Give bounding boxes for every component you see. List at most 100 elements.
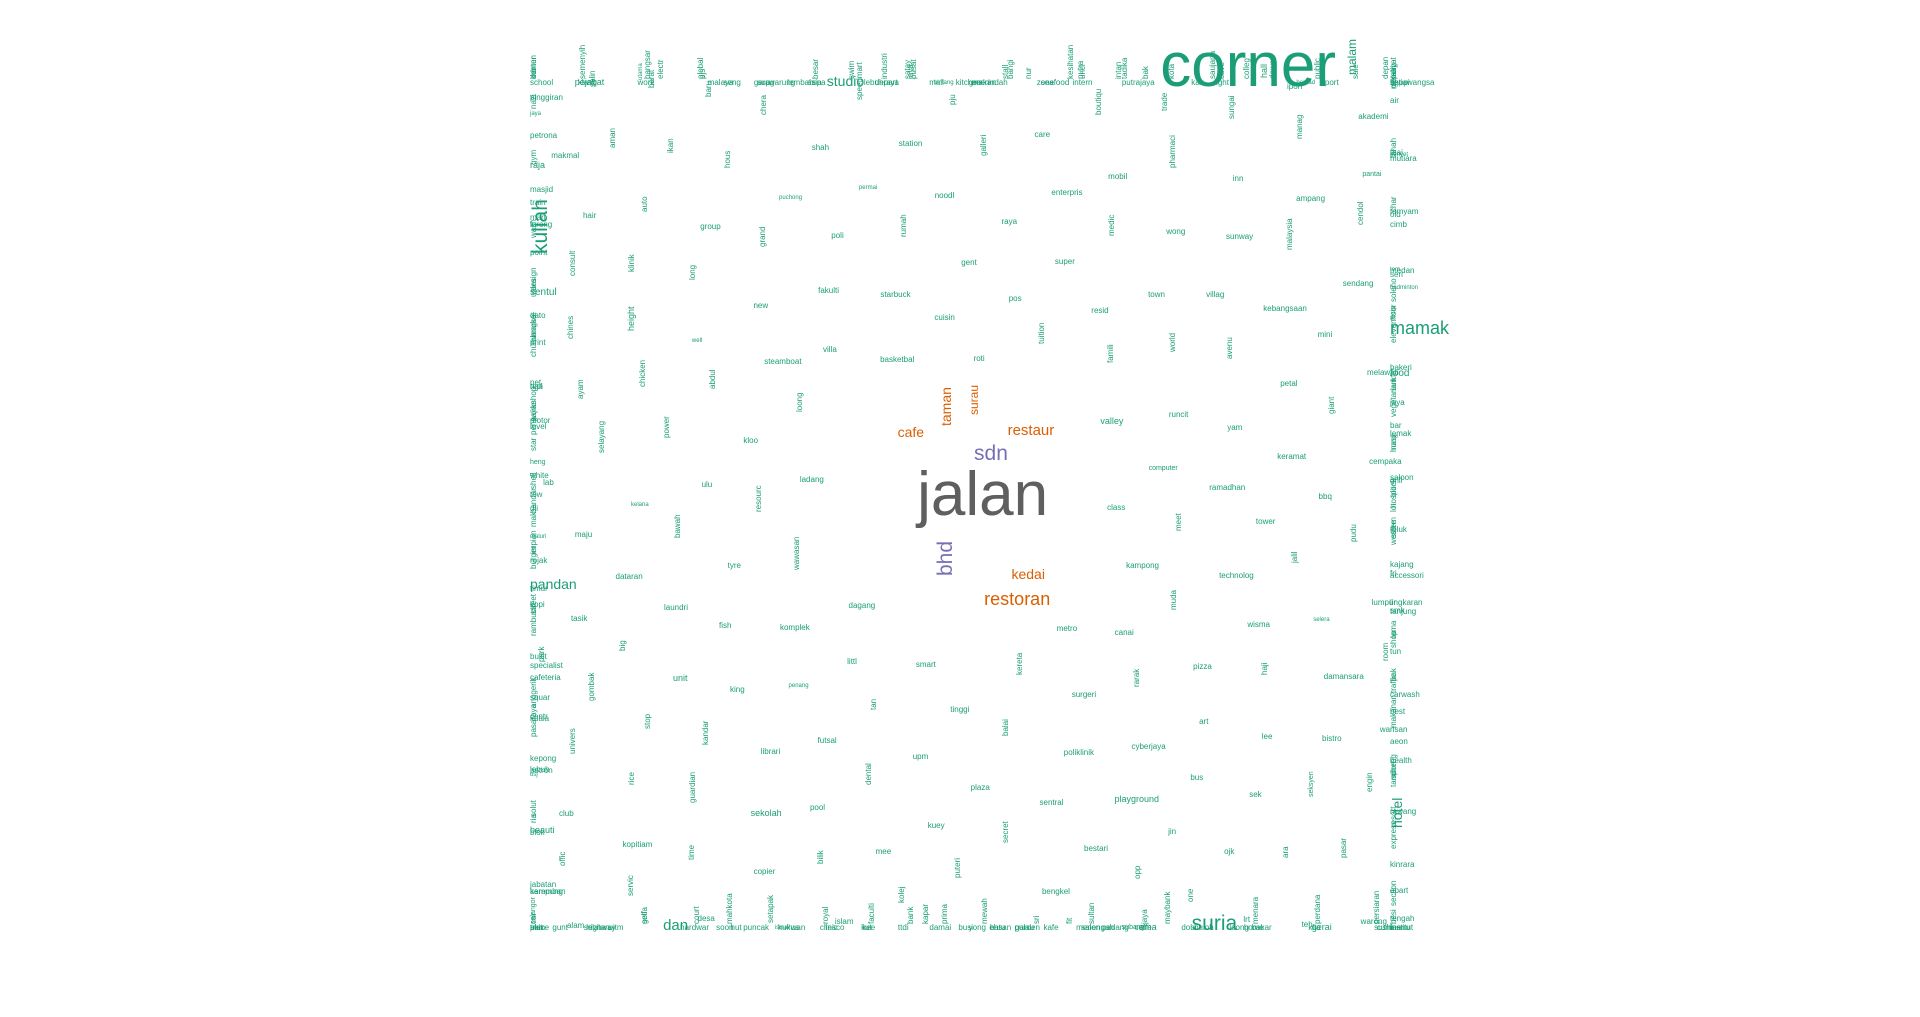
cloud-word: jaya (1390, 397, 1405, 407)
cloud-word: tom (1390, 266, 1401, 273)
cloud-word: golf (639, 910, 649, 924)
cloud-word: teluk (1390, 525, 1407, 535)
cloud-word: tinggi (950, 705, 970, 715)
cloud-word: kopitiam (622, 839, 653, 849)
cloud-word: dobi (1181, 922, 1197, 932)
cloud-word: berhad (1296, 80, 1316, 87)
cloud-word: time (687, 845, 697, 861)
cloud-word: sek (1249, 790, 1262, 800)
cloud-word: institut (1390, 922, 1414, 932)
cloud-word: sentral (1039, 798, 1064, 808)
cloud-word: light (1214, 77, 1229, 87)
cloud-word: persiaran (1371, 890, 1381, 924)
cloud-word: sultan (1087, 902, 1096, 924)
cloud-word: lumpur (1371, 597, 1397, 607)
cloud-word: putrajaya (1121, 77, 1155, 87)
cloud-word: bakeri (1390, 362, 1412, 372)
cloud-word: buloh (1194, 922, 1214, 932)
cloud-word: carwash (1390, 690, 1420, 700)
cloud-word: lrt (1243, 915, 1251, 925)
cloud-word: malaya (707, 77, 734, 87)
cloud-word: menara (1250, 896, 1260, 924)
cloud-word: rhb (529, 67, 538, 79)
cloud-word: sdn (974, 441, 1008, 465)
cloud-word: gerai (1311, 921, 1332, 932)
cloud-word: bintang (933, 80, 954, 87)
cloud-word: point (530, 248, 548, 258)
cloud-word: mutiara (1390, 154, 1417, 164)
cloud-word: desa (697, 914, 715, 924)
cloud-word: dli (530, 504, 539, 514)
cloud-word: kebangsaan (1263, 304, 1307, 314)
cloud-word: pool (809, 803, 826, 812)
cloud-word: penyet (1390, 151, 1409, 158)
cloud-word: ipoh (1287, 82, 1303, 92)
cloud-word: bilik (815, 850, 825, 864)
cloud-word: nur (1024, 67, 1034, 79)
cloud-word: dan (663, 917, 689, 934)
cloud-word: pharmaci (1168, 134, 1178, 168)
cloud-word: maybank (1163, 891, 1173, 924)
cloud-word: tepi (530, 381, 543, 391)
cloud-word: makanan (1389, 694, 1398, 728)
cloud-word: art (1199, 717, 1209, 727)
cloud-word: kopi (530, 600, 545, 610)
cloud-word: semenyih (577, 44, 587, 79)
cloud-word: poliklinik (1063, 747, 1095, 757)
cloud-word: print (530, 338, 546, 348)
cloud-word: opp (1132, 865, 1142, 879)
cloud-word: ukm (530, 922, 546, 932)
cloud-word: hut (730, 922, 742, 932)
cloud-word: pulau (1014, 922, 1035, 932)
cloud-word: rice (626, 771, 636, 785)
cloud-word: maju (574, 529, 593, 539)
cloud-word: nazi (529, 94, 538, 109)
cloud-word: coffe (1134, 922, 1152, 932)
cloud-word: tyre (727, 561, 741, 571)
cloud-word: western (1389, 516, 1398, 545)
cloud-word: super (1054, 256, 1075, 266)
cloud-word: stop (642, 714, 652, 730)
cloud-word: kapar (921, 903, 931, 924)
cloud-word: ampang (1296, 193, 1326, 203)
cloud-word: pju (947, 94, 957, 106)
cloud-word: jin (1168, 827, 1177, 837)
cloud-word: tower (1255, 517, 1276, 527)
cloud-word: class (1107, 502, 1126, 512)
cloud-word: kampong (1126, 560, 1160, 570)
cloud-word: salon (1081, 922, 1101, 932)
cloud-word: cendol (1356, 201, 1366, 226)
cloud-word: curri (1376, 922, 1393, 932)
cloud-word: beauti (530, 824, 555, 835)
cloud-word: royal (821, 906, 831, 924)
cloud-word: valley (1100, 416, 1124, 427)
cloud-word: bukit (530, 651, 547, 661)
cloud-word: green (968, 77, 990, 87)
cloud-word: medic (1107, 214, 1117, 236)
cloud-word: secret (1001, 820, 1011, 843)
cloud-word: akademi (1358, 112, 1389, 122)
cloud-word: islam (834, 917, 854, 927)
cloud-word: aman (608, 128, 618, 149)
cloud-word: warisan (1379, 724, 1408, 734)
cloud-word: tun (1390, 647, 1402, 657)
cloud-word: tengah (1390, 913, 1415, 923)
cloud-word: ara (1280, 846, 1290, 858)
cloud-word: restoran (984, 588, 1051, 609)
cloud-word: malaysia (1284, 218, 1294, 251)
cloud-word: school (530, 77, 554, 87)
cloud-word: jaya (1139, 908, 1149, 924)
cloud-word: jaya (906, 63, 916, 79)
cloud-word: bakar (1251, 922, 1272, 932)
cloud-word: happi (1390, 77, 1410, 87)
cloud-word: ismail (774, 925, 791, 932)
cloud-word: best (1390, 706, 1406, 716)
cloud-word: puteri (953, 857, 963, 878)
cloud-word: cave (1216, 61, 1226, 79)
cloud-word: pejabat (574, 76, 605, 87)
cloud-word: pet (530, 377, 542, 387)
cloud-word: accessori (1390, 571, 1424, 581)
cloud-word: warong (1360, 916, 1387, 926)
cloud-word: apart (1390, 886, 1409, 896)
